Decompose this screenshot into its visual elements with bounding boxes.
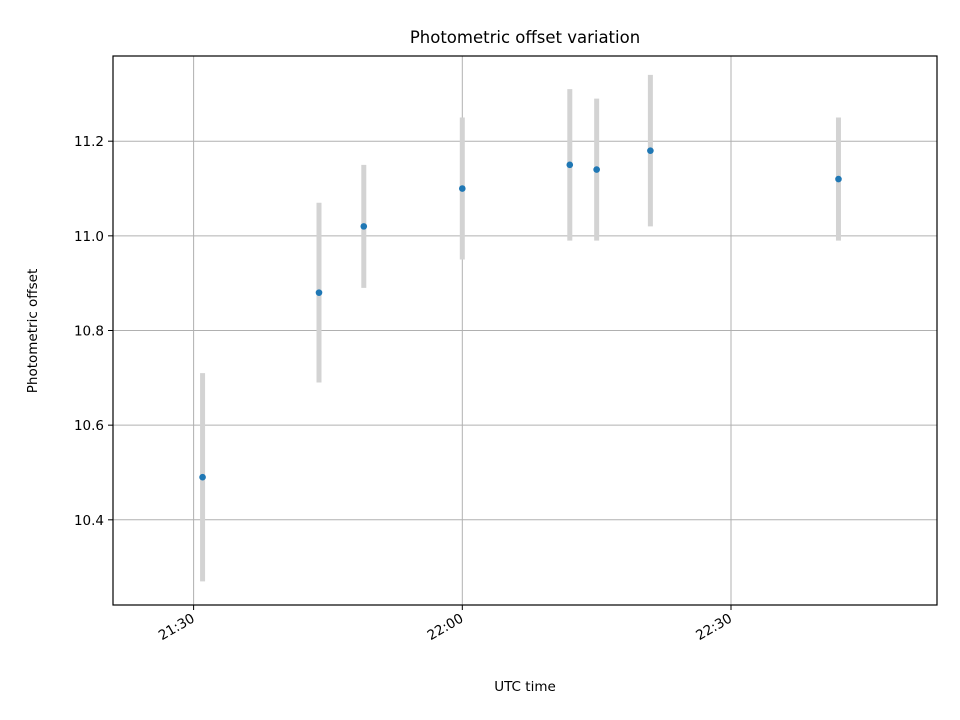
y-tick-label: 11.2 xyxy=(74,134,104,150)
y-axis-label: Photometric offset xyxy=(25,269,41,393)
y-tick-label: 10.8 xyxy=(74,324,104,340)
data-point xyxy=(360,223,368,230)
data-point xyxy=(459,185,466,192)
data-point xyxy=(593,166,600,173)
data-point xyxy=(835,175,842,183)
data-point xyxy=(315,289,323,296)
y-tick-label: 10.4 xyxy=(74,513,104,529)
data-point xyxy=(199,473,206,481)
y-tick-label: 10.6 xyxy=(74,418,104,434)
chart-title: Photometric offset variation xyxy=(410,28,640,47)
y-tick-label: 11.0 xyxy=(74,229,104,245)
data-point xyxy=(566,161,574,169)
y-axis-ticks: 10.4 10.6 10.8 11.0 11.2 xyxy=(74,134,113,529)
x-axis-label: UTC time xyxy=(494,679,556,695)
data-point xyxy=(647,147,654,154)
data-points xyxy=(199,147,842,481)
